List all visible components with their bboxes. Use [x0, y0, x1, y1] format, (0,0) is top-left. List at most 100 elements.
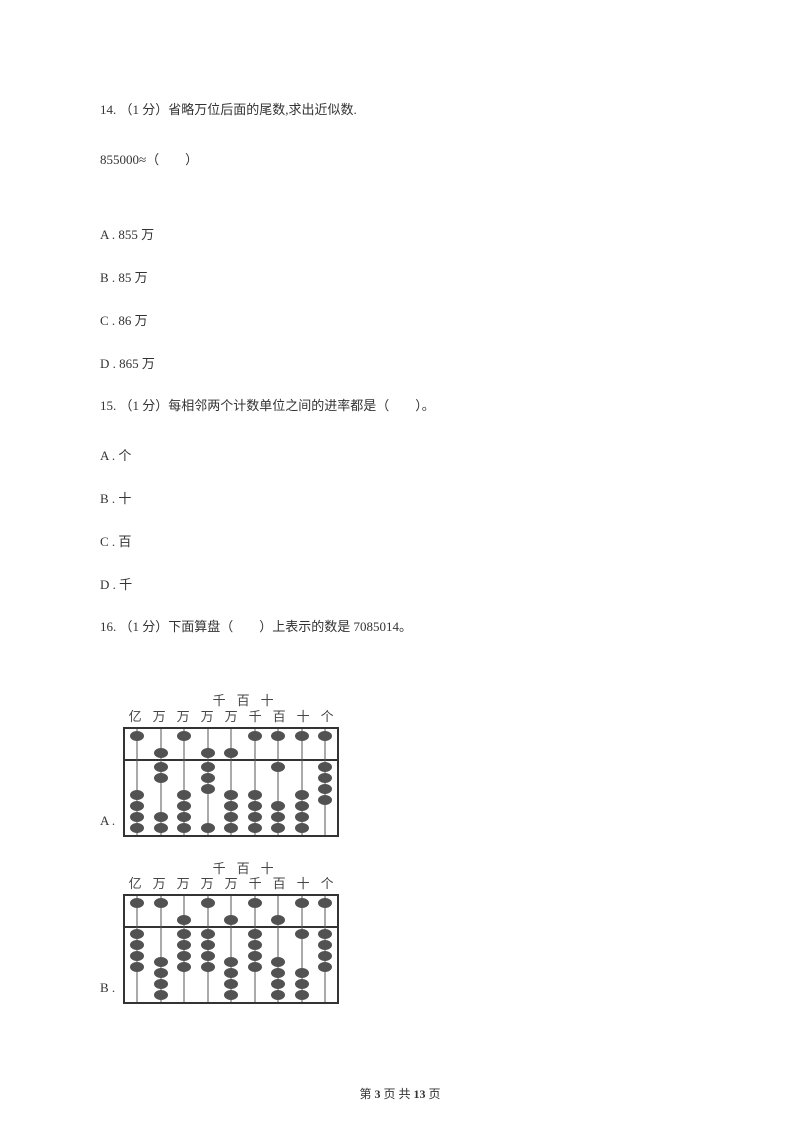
abacus-rod: [219, 729, 243, 835]
footer-total: 13: [414, 1087, 426, 1101]
abacus-bead: [248, 812, 262, 822]
abacus-bead: [295, 929, 309, 939]
abacus-rod: [196, 729, 220, 835]
abacus-bead: [177, 790, 191, 800]
abacus-b-frame: [123, 894, 339, 1004]
abacus-bead: [271, 731, 285, 741]
abacus-rod: [219, 896, 243, 1002]
abacus-bead: [177, 812, 191, 822]
abacus-bead: [318, 762, 332, 772]
abacus-a-labels: 千 百 十 亿 万 万 万 万 千 百 十 个: [123, 693, 339, 724]
abacus-bead: [295, 990, 309, 1000]
abacus-bead: [130, 731, 144, 741]
abacus-bead: [201, 940, 215, 950]
q16-option-a-container: A . 千 百 十 亿 万 万 万 万 千 百 十 个: [100, 693, 700, 836]
label-char: 万: [147, 709, 171, 725]
q15-option-d: D . 千: [100, 574, 700, 593]
label-char: 亿: [123, 876, 147, 892]
abacus-bead: [271, 801, 285, 811]
footer-mid: 页 共: [383, 1087, 410, 1101]
abacus-bead: [295, 979, 309, 989]
abacus-bead: [248, 801, 262, 811]
q14-option-c: C . 86 万: [100, 310, 700, 329]
abacus-bead: [177, 823, 191, 833]
abacus-bead: [224, 748, 238, 758]
abacus-rod: [243, 729, 267, 835]
abacus-bead: [248, 962, 262, 972]
label-char: 十: [255, 693, 279, 709]
abacus-bead: [248, 790, 262, 800]
abacus-bead: [271, 957, 285, 967]
label-char: 十: [255, 861, 279, 877]
abacus-bead: [201, 823, 215, 833]
abacus-bead: [130, 951, 144, 961]
abacus-bead: [271, 812, 285, 822]
abacus-rod: [125, 896, 149, 1002]
label-char: 万: [195, 876, 219, 892]
abacus-bead: [295, 731, 309, 741]
q15-option-b: B . 十: [100, 488, 700, 507]
label-char: 万: [195, 709, 219, 725]
abacus-bead: [177, 915, 191, 925]
abacus-bead: [248, 951, 262, 961]
abacus-bead: [248, 823, 262, 833]
abacus-rod: [172, 896, 196, 1002]
label-char: 个: [315, 876, 339, 892]
abacus-bead: [154, 762, 168, 772]
abacus-bead: [318, 773, 332, 783]
abacus-bead: [154, 990, 168, 1000]
label-char: 百: [267, 709, 291, 725]
abacus-bead: [224, 979, 238, 989]
abacus-rod: [267, 729, 291, 835]
label-char: 亿: [123, 709, 147, 725]
abacus-bead: [130, 898, 144, 908]
abacus-bead: [154, 823, 168, 833]
abacus-rod: [290, 729, 314, 835]
abacus-bead: [154, 968, 168, 978]
abacus-a-rods: [125, 729, 337, 835]
label-char: 十: [291, 709, 315, 725]
abacus-bead: [318, 898, 332, 908]
label-char: 千: [207, 861, 231, 877]
abacus-rod: [243, 896, 267, 1002]
abacus-bead: [201, 762, 215, 772]
abacus-bead: [295, 968, 309, 978]
abacus-rod: [267, 896, 291, 1002]
abacus-bead: [318, 951, 332, 961]
abacus-bead: [318, 929, 332, 939]
abacus-bead: [130, 801, 144, 811]
label-char: 万: [171, 709, 195, 725]
abacus-rod: [290, 896, 314, 1002]
label-char: 万: [147, 876, 171, 892]
abacus-b-rods: [125, 896, 337, 1002]
abacus-rod: [314, 729, 338, 835]
label-char: 个: [315, 709, 339, 725]
abacus-bead: [130, 962, 144, 972]
abacus-b-labels: 千 百 十 亿 万 万 万 万 千 百 十 个: [123, 861, 339, 892]
label-char: 千: [243, 709, 267, 725]
abacus-bead: [154, 898, 168, 908]
q14-header: 14. （1 分）省略万位后面的尾数,求出近似数.: [100, 100, 700, 121]
abacus-bead: [224, 957, 238, 967]
abacus-bead: [177, 801, 191, 811]
abacus-bead: [295, 812, 309, 822]
abacus-bead: [201, 951, 215, 961]
abacus-rod: [149, 896, 173, 1002]
abacus-bead: [201, 929, 215, 939]
page-content: 14. （1 分）省略万位后面的尾数,求出近似数. 855000≈（ ） A .…: [0, 0, 800, 1004]
q15-header: 15. （1 分）每相邻两个计数单位之间的进率都是（ ）。: [100, 396, 700, 417]
q16-header: 16. （1 分）下面算盘（ ）上表示的数是 7085014。: [100, 617, 700, 638]
abacus-bead: [271, 990, 285, 1000]
abacus-bead: [248, 940, 262, 950]
abacus-bead: [224, 968, 238, 978]
abacus-bead: [177, 731, 191, 741]
label-char: 百: [231, 861, 255, 877]
abacus-bead: [224, 915, 238, 925]
abacus-bead: [177, 940, 191, 950]
abacus-bead: [177, 962, 191, 972]
abacus-bead: [154, 979, 168, 989]
abacus-bead: [318, 784, 332, 794]
page-footer: 第 3 页 共 13 页: [0, 1085, 800, 1102]
abacus-bead: [154, 773, 168, 783]
q16-option-b-container: B . 千 百 十 亿 万 万 万 万 千 百 十 个: [100, 861, 700, 1004]
